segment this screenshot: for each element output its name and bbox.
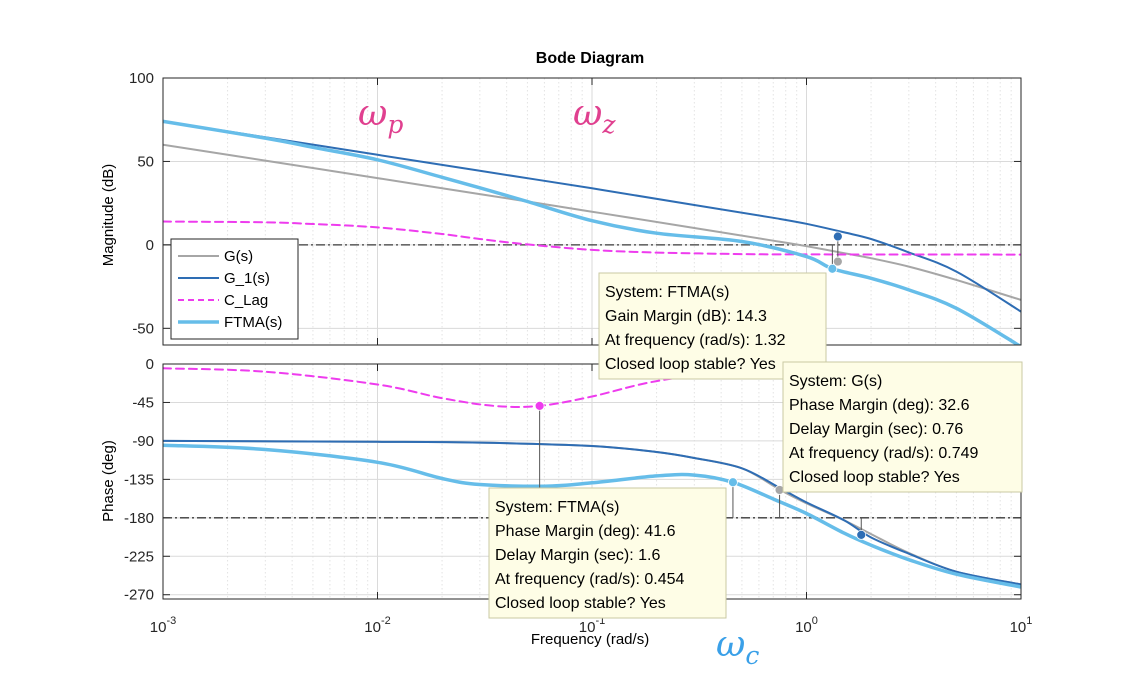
x-tick-exponent: 0 — [812, 615, 818, 627]
omega-subscript: c — [745, 641, 759, 670]
datatip-line: Delay Margin (sec): 0.76 — [789, 421, 963, 438]
x-tick-base: 10 — [579, 619, 596, 636]
magnitude-y-tick-label: 50 — [137, 153, 154, 170]
magnitude-grid: -50 0 50 100 — [129, 70, 1022, 345]
phase-marker-point — [728, 477, 738, 488]
omega-z-annotation: ωz — [573, 93, 616, 139]
magnitude-series-line-g1s — [163, 120, 1021, 313]
datatips: System: FTMA(s) Gain Margin (dB): 14.3 At … — [488, 272, 1023, 619]
phase-marker-point — [534, 400, 545, 411]
phase-y-label: Phase (deg) — [100, 440, 117, 522]
omega-subscript: p — [387, 110, 403, 139]
x-tick-exponent: -2 — [381, 615, 391, 627]
legend: G(s) G_1(s) C_Lag FTMA(s) — [170, 238, 299, 340]
magnitude-series-line-gs — [163, 143, 1021, 301]
magnitude-y-label: Magnitude (dB) — [100, 164, 117, 267]
datatip-line: At frequency (rad/s): 0.749 — [789, 445, 979, 462]
x-tick-label: 10-3 — [150, 615, 176, 636]
datatip-box — [782, 361, 1023, 493]
x-tick-label: 100 — [795, 615, 818, 636]
magnitude-marker-point — [832, 231, 843, 242]
x-tick-base: 10 — [364, 619, 381, 636]
x-tick-base: 10 — [1010, 619, 1027, 636]
phase-marker-point — [856, 530, 867, 540]
magnitude-series-line-clag — [163, 220, 1021, 256]
datatip-line: System: FTMA(s) — [495, 499, 619, 516]
datatip-line: Phase Margin (deg): 32.6 — [789, 397, 970, 414]
magnitude-series — [163, 119, 1021, 345]
legend-label: C_Lag — [224, 292, 268, 309]
magnitude-marker-point — [827, 263, 838, 274]
phase-y-tick-label: -45 — [132, 394, 154, 411]
x-tick-label: 101 — [1010, 615, 1033, 636]
datatip-line: At frequency (rad/s): 1.32 — [605, 332, 786, 349]
x-tick-exponent: -3 — [166, 615, 176, 627]
magnitude-y-tick-label: -50 — [132, 320, 154, 337]
datatip-line: Closed loop stable? Yes — [605, 356, 776, 373]
x-tick-exponent: -1 — [595, 615, 605, 627]
datatip-line: System: FTMA(s) — [605, 284, 729, 301]
omega-c-annotation: ωc — [716, 624, 759, 670]
phase-y-tick-label: -135 — [124, 471, 154, 488]
phase-y-tick-label: 0 — [146, 356, 154, 373]
phase-series-line-ftmas — [163, 443, 1021, 589]
x-tick-label: 10-1 — [579, 615, 605, 636]
omega-symbol: ω — [358, 93, 387, 134]
magnitude-series-line-ftmas — [163, 119, 1021, 345]
magnitude-y-tick-label: 0 — [146, 237, 154, 254]
phase-y-tick-label: -270 — [124, 587, 154, 604]
phase-series-line-clag — [163, 365, 808, 408]
phase-series — [163, 365, 1021, 589]
magnitude-series-group — [163, 119, 1021, 345]
legend-label: G_1(s) — [224, 270, 270, 287]
x-tick-label: 10-2 — [364, 615, 390, 636]
datatip-line: Closed loop stable? Yes — [495, 595, 666, 612]
x-tick-base: 10 — [150, 619, 167, 636]
omega-symbol: ω — [716, 624, 745, 665]
magnitude-marker-point — [832, 256, 843, 267]
datatip-line: At frequency (rad/s): 0.454 — [495, 571, 685, 588]
phase-series-group — [163, 365, 1021, 589]
datatip-line: Phase Margin (deg): 41.6 — [495, 523, 676, 540]
phase-y-tick-label: -180 — [124, 510, 154, 527]
legend-label: FTMA(s) — [224, 314, 282, 331]
phase-y-tick-label: -90 — [132, 433, 154, 450]
datatip-line: Gain Margin (dB): 14.3 — [605, 308, 767, 325]
phase-y-tick-label: -225 — [124, 548, 154, 565]
datatip-box — [488, 487, 727, 619]
x-tick-labels: 10-3 10-2 10-1 100 101 — [150, 615, 1033, 636]
phase-series-line-g1s — [163, 439, 1021, 586]
magnitude-y-tick-label: 100 — [129, 70, 154, 87]
datatip-line: System: G(s) — [789, 373, 882, 390]
omega-symbol: ω — [573, 93, 602, 134]
x-tick-base: 10 — [795, 619, 812, 636]
x-tick-exponent: 1 — [1026, 615, 1032, 627]
datatip-line: Closed loop stable? Yes — [789, 469, 960, 486]
legend-label: G(s) — [224, 248, 253, 265]
chart-title: Bode Diagram — [536, 50, 644, 67]
omega-subscript: z — [601, 110, 616, 139]
datatip-line: Delay Margin (sec): 1.6 — [495, 547, 660, 564]
datatip-box — [598, 272, 827, 380]
x-axis-label: Frequency (rad/s) — [531, 631, 649, 648]
omega-p-annotation: ωp — [358, 93, 403, 139]
magnitude-axes — [162, 77, 1022, 346]
